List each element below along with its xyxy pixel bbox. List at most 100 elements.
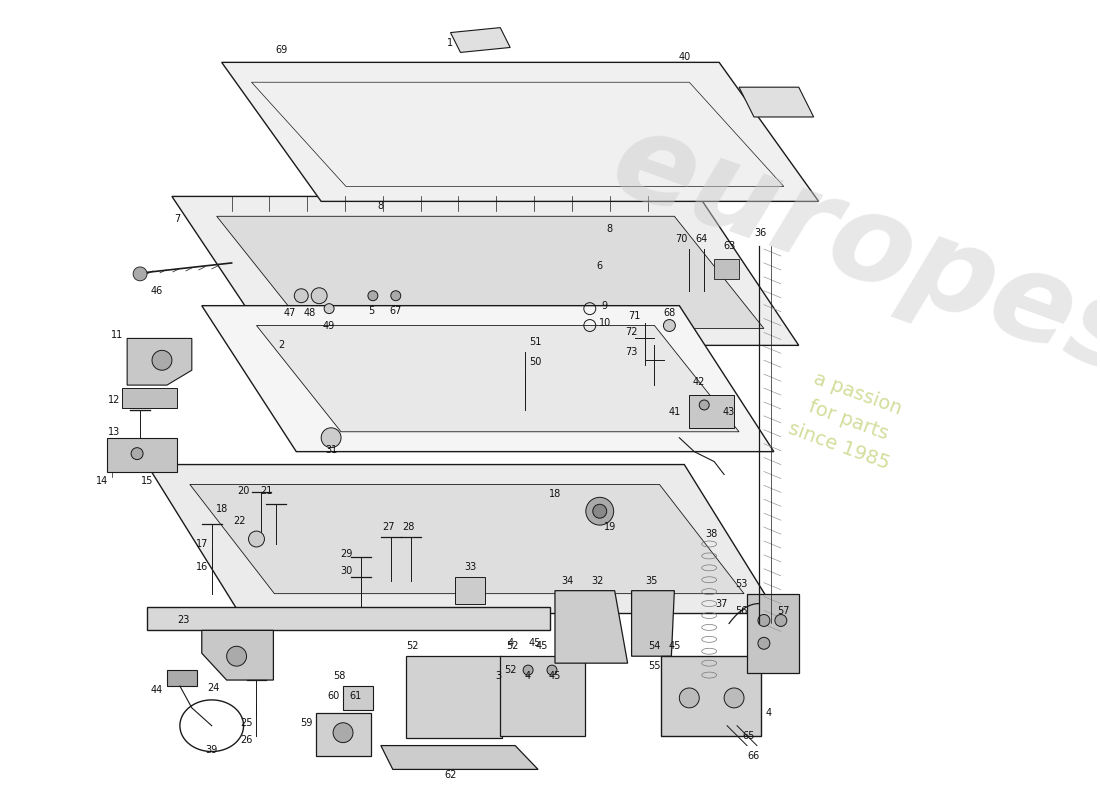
- Text: 69: 69: [275, 46, 287, 55]
- Text: 61: 61: [350, 691, 362, 701]
- Text: 52: 52: [406, 642, 419, 651]
- Text: 66: 66: [748, 750, 760, 761]
- Text: 72: 72: [625, 327, 638, 338]
- Text: 19: 19: [604, 522, 616, 532]
- Text: 71: 71: [628, 310, 641, 321]
- Text: 36: 36: [755, 228, 767, 238]
- Text: 16: 16: [196, 562, 208, 572]
- Text: 26: 26: [241, 734, 253, 745]
- Circle shape: [131, 448, 143, 459]
- Polygon shape: [714, 259, 739, 279]
- Text: 60: 60: [327, 691, 339, 701]
- Text: 24: 24: [208, 683, 220, 693]
- Text: 10: 10: [598, 318, 611, 327]
- Circle shape: [774, 614, 786, 626]
- Text: 46: 46: [151, 286, 163, 296]
- Polygon shape: [122, 388, 177, 408]
- Circle shape: [295, 289, 308, 302]
- Text: 51: 51: [529, 338, 541, 347]
- Text: 9: 9: [602, 301, 608, 310]
- Text: 32: 32: [592, 576, 604, 586]
- Text: 39: 39: [206, 745, 218, 754]
- Text: 30: 30: [340, 566, 352, 576]
- Circle shape: [724, 688, 744, 708]
- Text: 73: 73: [626, 347, 638, 358]
- Text: 67: 67: [389, 306, 402, 316]
- Text: 3: 3: [495, 671, 502, 681]
- Text: 25: 25: [240, 718, 253, 728]
- Text: 62: 62: [444, 770, 456, 780]
- Polygon shape: [222, 62, 818, 202]
- Text: 4: 4: [766, 708, 772, 718]
- Text: 23: 23: [178, 615, 190, 626]
- Text: 40: 40: [679, 52, 691, 62]
- Text: 29: 29: [340, 549, 352, 559]
- Text: europes: europes: [596, 101, 1100, 402]
- Polygon shape: [190, 485, 744, 594]
- Polygon shape: [455, 577, 485, 603]
- Circle shape: [321, 428, 341, 448]
- Polygon shape: [556, 590, 628, 663]
- Text: 56: 56: [735, 606, 747, 615]
- Circle shape: [390, 290, 400, 301]
- Circle shape: [758, 638, 770, 650]
- Text: 53: 53: [735, 578, 747, 589]
- Text: 70: 70: [675, 234, 688, 244]
- Text: 28: 28: [403, 522, 415, 532]
- Circle shape: [524, 665, 534, 675]
- Text: 59: 59: [300, 718, 312, 728]
- Text: 52: 52: [504, 665, 517, 675]
- Text: 57: 57: [778, 606, 790, 615]
- Text: 7: 7: [174, 214, 180, 224]
- Text: 48: 48: [304, 308, 316, 318]
- Text: 12: 12: [108, 395, 120, 405]
- Text: 33: 33: [464, 562, 476, 572]
- Circle shape: [249, 531, 264, 547]
- Polygon shape: [747, 594, 799, 673]
- Text: 35: 35: [646, 576, 658, 586]
- Text: 47: 47: [283, 308, 296, 318]
- Text: 34: 34: [562, 576, 574, 586]
- Text: 4: 4: [525, 671, 531, 681]
- Polygon shape: [451, 28, 510, 53]
- Text: 64: 64: [695, 234, 707, 244]
- Polygon shape: [661, 656, 761, 736]
- Circle shape: [680, 688, 700, 708]
- Text: 54: 54: [648, 642, 661, 651]
- Polygon shape: [217, 216, 763, 329]
- Text: 2: 2: [278, 340, 285, 350]
- Polygon shape: [147, 465, 777, 614]
- Circle shape: [152, 350, 172, 370]
- Polygon shape: [167, 670, 197, 686]
- Text: 18: 18: [549, 490, 561, 499]
- Text: 31: 31: [324, 445, 338, 454]
- Circle shape: [367, 290, 378, 301]
- Text: 45: 45: [529, 638, 541, 648]
- Text: 52: 52: [506, 642, 518, 651]
- Circle shape: [663, 319, 675, 331]
- Text: 58: 58: [333, 671, 345, 681]
- Text: 27: 27: [383, 522, 395, 532]
- Text: 8: 8: [377, 202, 384, 211]
- Text: 38: 38: [705, 529, 717, 539]
- Polygon shape: [316, 713, 371, 755]
- Circle shape: [324, 304, 334, 314]
- Circle shape: [333, 722, 353, 742]
- Text: 63: 63: [723, 241, 735, 251]
- Text: 21: 21: [261, 486, 273, 496]
- Polygon shape: [739, 87, 814, 117]
- Polygon shape: [500, 656, 585, 736]
- Text: 50: 50: [529, 358, 541, 367]
- Text: 11: 11: [111, 330, 123, 341]
- Text: 44: 44: [151, 685, 163, 695]
- Circle shape: [758, 614, 770, 626]
- Circle shape: [547, 665, 557, 675]
- Circle shape: [593, 504, 607, 518]
- Polygon shape: [172, 197, 799, 346]
- Text: 45: 45: [668, 642, 681, 651]
- Text: 22: 22: [233, 516, 245, 526]
- Text: 8: 8: [606, 224, 613, 234]
- Circle shape: [586, 498, 614, 525]
- Text: 1: 1: [448, 38, 453, 47]
- Text: 15: 15: [141, 477, 153, 486]
